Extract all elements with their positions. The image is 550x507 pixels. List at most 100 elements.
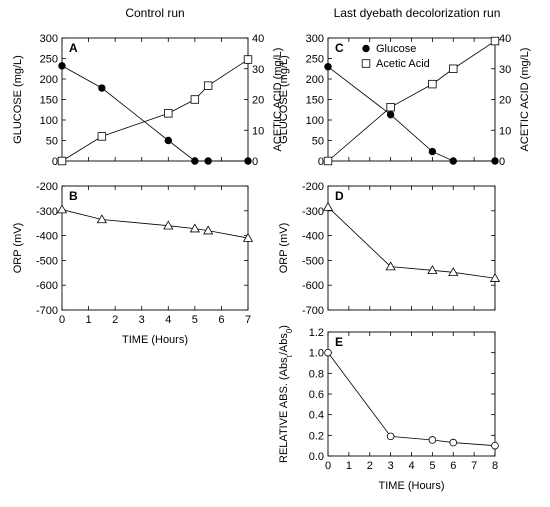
panel-label: A — [69, 41, 78, 55]
y2-tick-label: 10 — [252, 125, 264, 137]
data-point — [449, 438, 458, 447]
y-tick-label: 0.6 — [309, 389, 324, 401]
y2-tick-label: 0 — [252, 156, 258, 168]
data-point — [56, 204, 68, 214]
data-point — [491, 157, 499, 165]
data-point — [386, 432, 395, 441]
y2-tick-label: 0 — [499, 156, 505, 168]
data-point — [428, 79, 437, 89]
x-tick-label: 4 — [165, 314, 171, 326]
y-tick-label: -200 — [36, 181, 58, 193]
data-point — [449, 64, 458, 73]
x-tick-label: 6 — [450, 460, 456, 472]
chart-a: 0 50 100 150 200 250 300 0 10 20 30 40 GLUCOSE (mg/L… — [12, 33, 284, 168]
plot-frame — [327, 37, 496, 162]
y-tick-label: 0 — [52, 156, 58, 168]
y-tick-label: -200 — [302, 181, 324, 193]
y-tick-label: -600 — [302, 280, 324, 292]
data-point — [428, 436, 437, 444]
y2-tick-label: 20 — [499, 95, 511, 107]
x-tick-label: 0 — [59, 314, 65, 326]
y-axis-label: ORP (mV) — [278, 223, 290, 274]
data-point — [57, 156, 67, 166]
data-point — [324, 62, 332, 71]
y-tick-label: 50 — [312, 136, 324, 148]
x-tick-label: 2 — [367, 460, 373, 472]
data-point — [163, 220, 174, 230]
y-tick-label: -300 — [36, 206, 58, 218]
data-point — [243, 55, 253, 64]
legend-entry: Acetic Acid — [376, 58, 430, 70]
y2-tick-label: 40 — [252, 33, 264, 45]
data-point — [244, 157, 252, 165]
y-axis-label: GLUCOSE (mg/L) — [278, 55, 290, 144]
plot-frame — [327, 185, 496, 311]
panel-label: C — [335, 41, 344, 55]
y-tick-label: 50 — [46, 136, 58, 148]
x-tick-label: 5 — [192, 314, 198, 326]
y-axis-label: ORP (mV) — [12, 223, 24, 274]
x-tick-label: 8 — [492, 460, 498, 472]
y2-tick-label: 40 — [499, 33, 511, 45]
y-tick-label: 150 — [306, 95, 324, 107]
x-tick-label: 2 — [112, 314, 118, 326]
left-column-title: Control run — [125, 6, 184, 20]
data-point — [97, 132, 107, 141]
data-point — [96, 214, 107, 224]
data-point — [164, 136, 172, 145]
data-point — [428, 147, 437, 156]
y-tick-label: -600 — [36, 280, 58, 292]
y2-tick-label: 10 — [499, 125, 511, 137]
y-tick-label: 150 — [40, 95, 58, 107]
panel-label: D — [335, 189, 344, 203]
x-tick-label: 4 — [408, 460, 414, 472]
x-tick-label: 3 — [139, 314, 145, 326]
series-line — [61, 65, 248, 162]
y2-tick-label: 30 — [499, 64, 511, 76]
panel-label: E — [335, 335, 343, 349]
y-tick-label: -500 — [302, 255, 324, 267]
y-axis-label: RELATIVE ABS. (Abst/Abs0) — [278, 325, 294, 463]
series-line — [327, 352, 496, 447]
y-tick-label: -400 — [302, 231, 324, 243]
series-line — [61, 59, 249, 162]
y-tick-label: 0.2 — [309, 430, 324, 442]
x-tick-label: 0 — [325, 460, 331, 472]
series-line — [327, 66, 495, 162]
y-tick-label: 100 — [306, 115, 324, 127]
panel-label: B — [69, 189, 78, 203]
plot-frame — [61, 185, 249, 311]
y-tick-label: 1.0 — [309, 348, 324, 360]
data-point — [490, 36, 500, 46]
y-tick-label: -500 — [36, 255, 58, 267]
data-point — [386, 102, 395, 112]
x-tick-label: 5 — [429, 460, 435, 472]
y-tick-label: 0.0 — [309, 451, 324, 463]
y-tick-label: 1.2 — [309, 327, 324, 339]
x-tick-label: 1 — [86, 314, 92, 326]
x-tick-label: 7 — [245, 314, 251, 326]
data-point — [324, 348, 332, 357]
data-point — [190, 95, 200, 104]
x-tick-label: 3 — [388, 460, 394, 472]
x-tick-label: 1 — [346, 460, 352, 472]
data-point — [448, 267, 459, 277]
data-point — [189, 223, 200, 233]
x-tick-label: 7 — [471, 460, 477, 472]
y-tick-label: 250 — [306, 54, 324, 66]
data-point — [203, 225, 214, 235]
data-point — [449, 157, 457, 165]
data-point — [427, 265, 438, 275]
data-point — [242, 232, 254, 242]
x-axis-label: TIME (Hours) — [379, 480, 445, 492]
y2-axis-label: ACETIC ACID (mg/L) — [519, 48, 531, 152]
data-point — [191, 157, 199, 165]
data-point — [489, 273, 501, 282]
data-point — [491, 441, 499, 450]
data-point — [385, 261, 396, 271]
y2-tick-label: 30 — [252, 64, 264, 76]
data-point — [203, 81, 213, 90]
y2-axis-label: ACETIC ACID (mg/L) — [272, 48, 284, 152]
y-tick-label: 300 — [40, 33, 58, 45]
